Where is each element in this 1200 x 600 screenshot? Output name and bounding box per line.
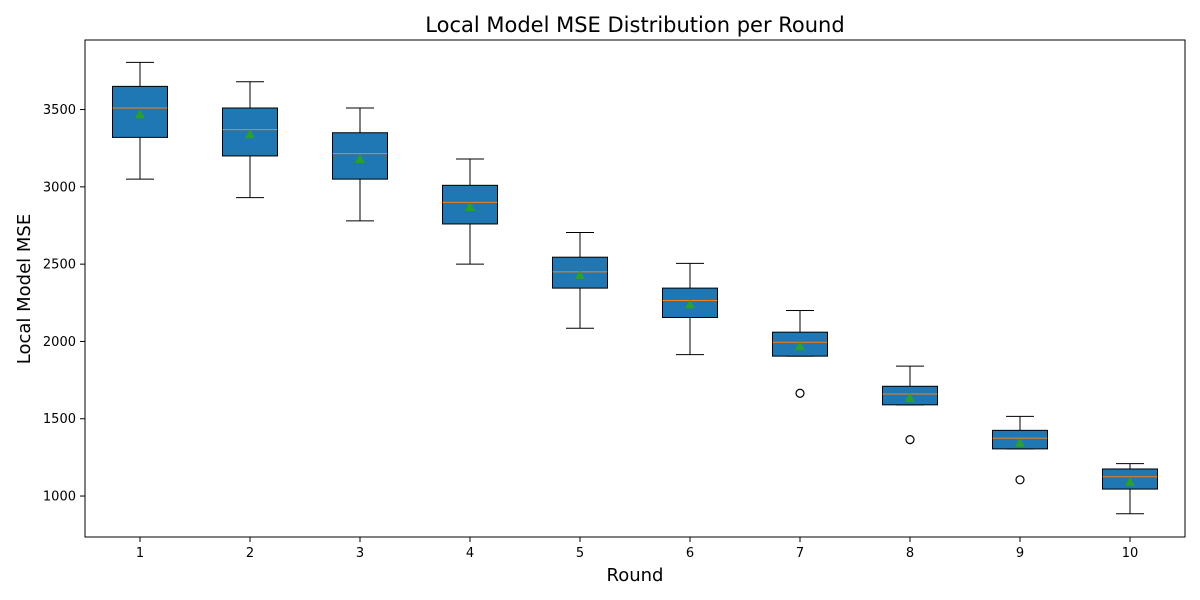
- mean-marker: [575, 269, 585, 279]
- x-tick-label: 2: [246, 546, 254, 561]
- x-tick-label: 6: [686, 546, 694, 561]
- mean-marker: [245, 129, 255, 139]
- x-tick-label: 10: [1122, 546, 1139, 561]
- y-tick-label: 3500: [43, 103, 76, 118]
- box: [222, 107, 278, 157]
- x-tick-label: 5: [576, 546, 584, 561]
- mean-marker: [135, 109, 145, 119]
- x-tick-label: 7: [796, 546, 804, 561]
- x-tick-label: 1: [136, 546, 144, 561]
- mean-marker: [905, 392, 915, 402]
- chart-title: Local Model MSE Distribution per Round: [425, 13, 844, 37]
- y-tick-label: 2500: [43, 258, 76, 273]
- x-tick-label: 3: [356, 546, 364, 561]
- x-axis-title: Round: [607, 565, 664, 586]
- outlier-point: [905, 435, 915, 445]
- mean-marker: [685, 299, 695, 309]
- y-tick-label: 3000: [43, 180, 76, 195]
- mean-marker: [465, 201, 475, 211]
- mean-marker: [795, 341, 805, 351]
- mean-marker: [1015, 437, 1025, 447]
- x-tick-label: 4: [466, 546, 474, 561]
- mean-marker: [1125, 477, 1135, 487]
- y-tick-label: 1000: [43, 490, 76, 505]
- axes-frame: [84, 39, 1186, 538]
- y-tick-label: 1500: [43, 412, 76, 427]
- plot-area: 1000 1500 2000 2500 3000 3500 1 2 3 4 5 6 7 8 9 10: [43, 39, 1186, 561]
- y-axis-title: Local Model MSE: [14, 214, 35, 364]
- x-tick-label: 8: [906, 546, 914, 561]
- outlier-point: [1015, 475, 1025, 485]
- mean-marker: [355, 154, 365, 164]
- y-tick-label: 2000: [43, 335, 76, 350]
- x-tick-label: 9: [1016, 546, 1024, 561]
- outlier-point: [795, 388, 805, 398]
